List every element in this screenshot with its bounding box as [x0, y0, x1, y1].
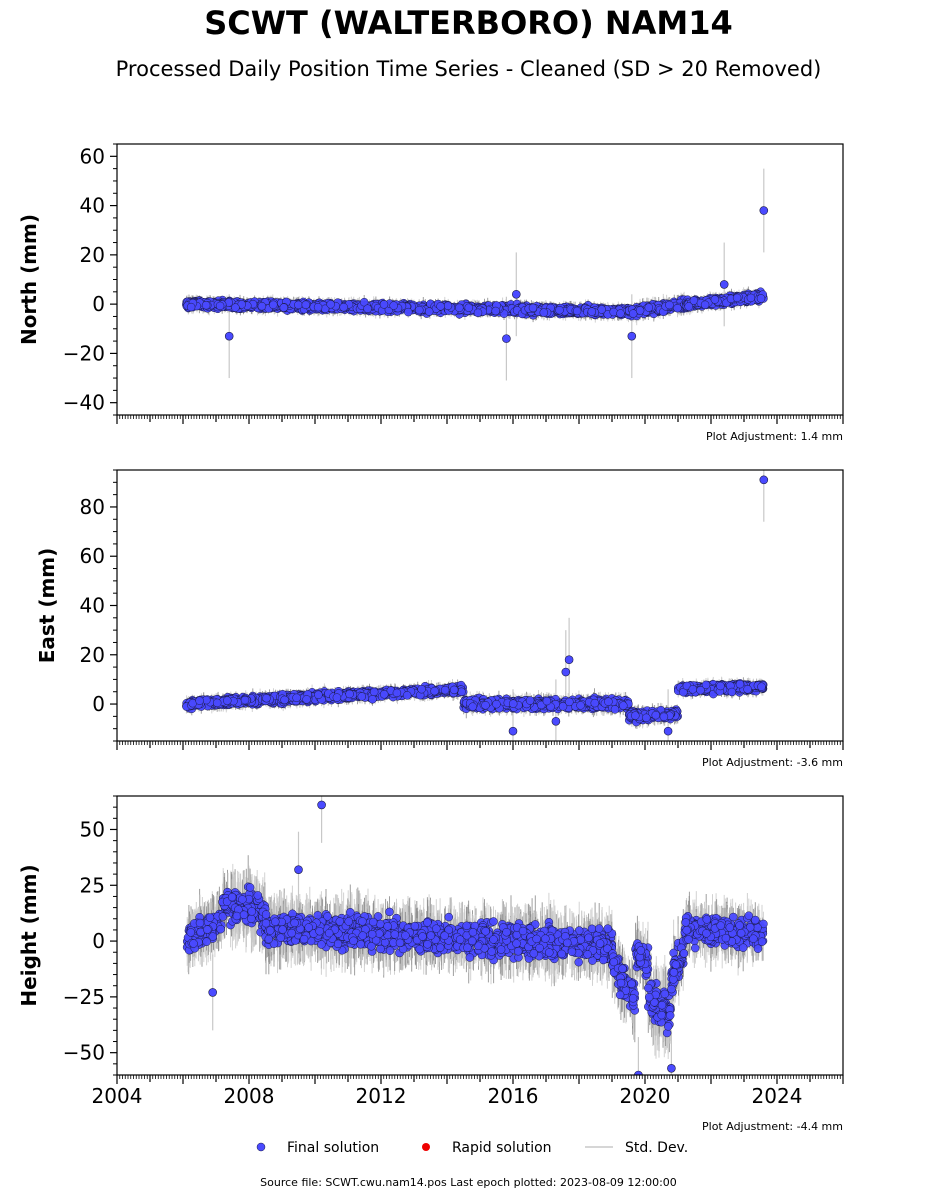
stddev-bars — [185, 168, 765, 381]
data-point — [539, 308, 549, 317]
data-point — [326, 300, 335, 309]
data-point — [673, 303, 682, 313]
data-point — [415, 305, 424, 315]
data-point — [379, 300, 389, 309]
y-tick-label: 20 — [80, 243, 105, 267]
outlier-point — [502, 334, 511, 343]
y-tick-label: 60 — [80, 144, 105, 168]
y-tick-label: 0 — [92, 292, 105, 316]
chart-title: SCWT (WALTERBORO) NAM14 — [204, 4, 733, 42]
data-point — [294, 300, 303, 310]
data-point — [339, 302, 348, 312]
data-point — [684, 302, 693, 311]
axes-frame — [116, 143, 844, 416]
y-tick-label: −40 — [63, 391, 105, 415]
y-tick-label: 40 — [80, 194, 105, 218]
data-point — [616, 309, 625, 318]
data-point — [746, 293, 756, 303]
data-point — [756, 294, 766, 303]
data-point — [644, 303, 654, 312]
data-point — [635, 306, 645, 315]
data-point — [313, 302, 323, 312]
data-point — [269, 300, 278, 310]
data-point — [389, 301, 398, 310]
outlier-point — [719, 280, 729, 289]
outlier-point — [627, 331, 637, 341]
data-point — [700, 300, 710, 310]
data-point — [455, 303, 464, 313]
data-point — [279, 303, 289, 312]
data-point — [301, 300, 311, 310]
data-point — [215, 301, 225, 311]
data-point — [403, 307, 413, 317]
data-point — [665, 300, 674, 310]
data-point — [436, 302, 445, 311]
data-point — [491, 306, 500, 316]
data-point — [424, 307, 434, 316]
y-axis-label: North (mm) — [17, 214, 41, 345]
data-point — [528, 303, 538, 313]
data-point — [231, 303, 240, 312]
plot-adjustment: Plot Adjustment: 1.4 mm — [706, 430, 843, 443]
data-point — [572, 306, 582, 316]
y-tick-label: −20 — [63, 341, 105, 365]
data-point — [464, 303, 474, 313]
data-point — [555, 305, 564, 315]
data-point — [443, 301, 453, 311]
outlier-point — [759, 206, 769, 215]
north-panel: −40 −20 0 20 40 60 North (mm) Plot Adjustment: … — [17, 143, 844, 443]
data-point — [257, 301, 267, 311]
chart-subtitle: Processed Daily Position Time Series - C… — [115, 57, 822, 81]
outlier-point — [224, 331, 234, 341]
stddev-bars — [185, 470, 765, 741]
data-point — [732, 293, 742, 303]
outlier-point — [511, 289, 521, 299]
final-solution-points — [182, 206, 769, 343]
data-point — [363, 304, 372, 313]
data-point — [473, 308, 483, 318]
data-point — [186, 302, 196, 312]
data-point — [587, 307, 597, 316]
data-point — [201, 300, 211, 310]
data-point — [710, 295, 720, 304]
